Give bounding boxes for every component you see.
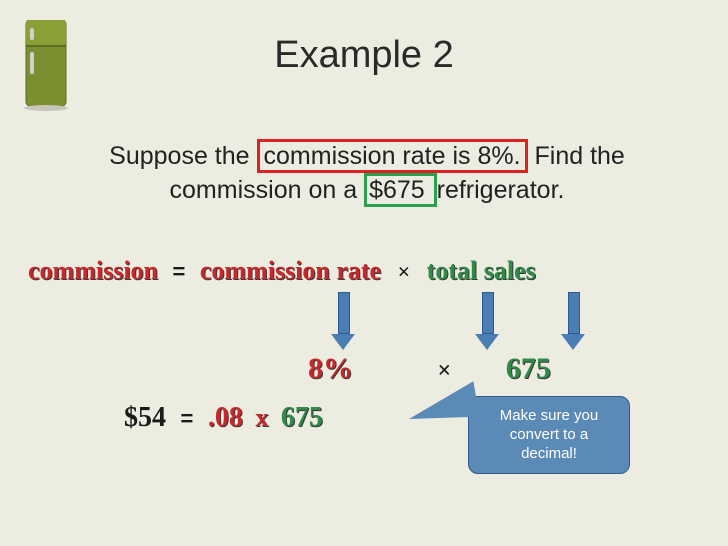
slide-title: Example 2: [0, 34, 728, 77]
problem-pre: Suppose the: [109, 142, 256, 170]
callout-text: Make sure you convert to a decimal!: [500, 407, 598, 462]
formula-mult: ×: [398, 259, 411, 284]
formula-rhs-rate: commission rate: [200, 256, 381, 285]
problem-text: Suppose the commission rate is 8%. Find …: [82, 140, 652, 208]
highlight-price: $675: [364, 173, 437, 207]
formula-lhs: commission: [28, 256, 158, 285]
formula-rhs-sales: total sales: [427, 256, 536, 285]
result-rate: .08: [208, 402, 243, 433]
formula-row: commission = commission rate × total sal…: [28, 256, 536, 286]
result-sales: 675: [281, 402, 323, 433]
result-mult: x: [255, 403, 268, 432]
equals-1: =: [173, 259, 186, 284]
highlight-commission-rate: commission rate is 8%.: [257, 139, 528, 173]
callout-bubble: Make sure you convert to a decimal!: [468, 396, 630, 474]
slide: Example 2 Suppose the commission rate is…: [0, 0, 728, 546]
problem-post: refrigerator.: [437, 176, 565, 204]
sub-rate: 8%: [308, 352, 353, 385]
callout-tail: [404, 381, 479, 429]
result-lhs: $54: [124, 402, 166, 433]
substitution-row: 8% × 675: [308, 352, 551, 386]
equals-2: =: [181, 406, 194, 431]
sub-mult: ×: [438, 358, 452, 384]
sub-sales: 675: [506, 352, 551, 385]
result-row: $54 = .08 x 675: [124, 402, 323, 434]
